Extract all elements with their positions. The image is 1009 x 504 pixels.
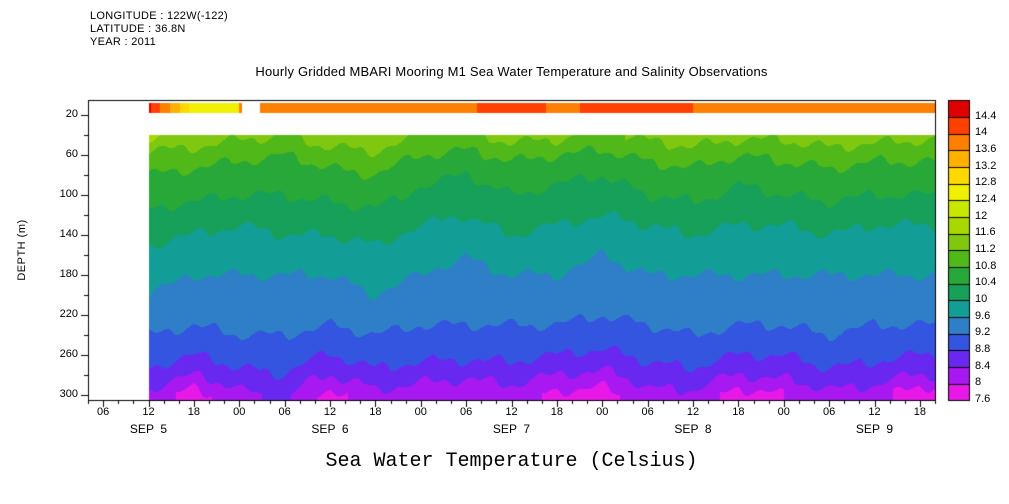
- x-axis-caption: Sea Water Temperature (Celsius): [325, 450, 698, 473]
